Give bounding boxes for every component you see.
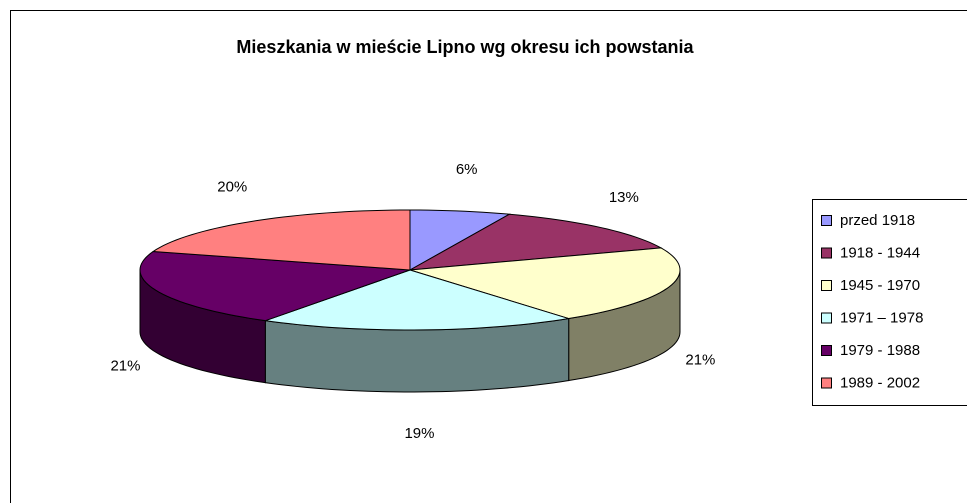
legend-label: 1971 – 1978 bbox=[840, 309, 923, 326]
chart-title: Mieszkania w mieście Lipno wg okresu ich… bbox=[236, 37, 694, 57]
legend-swatch bbox=[821, 345, 832, 356]
legend-label: 1945 - 1970 bbox=[840, 277, 920, 294]
pie-slice bbox=[409, 247, 681, 320]
pie-slice bbox=[151, 209, 411, 271]
data-label: 6% bbox=[456, 161, 478, 178]
pie-slice bbox=[265, 269, 569, 331]
data-label: 20% bbox=[217, 178, 247, 195]
legend-label: przed 1918 bbox=[840, 212, 915, 229]
legend-swatch bbox=[821, 280, 832, 291]
data-label: 21% bbox=[685, 351, 715, 368]
pie-slice bbox=[409, 209, 512, 271]
legend-label: 1979 - 1988 bbox=[840, 342, 920, 359]
legend-label: 1989 - 2002 bbox=[840, 374, 920, 391]
legend-swatch bbox=[821, 215, 832, 226]
data-label: 21% bbox=[110, 358, 140, 375]
pie-slice bbox=[139, 250, 411, 322]
legend-label: 1918 - 1944 bbox=[840, 244, 920, 261]
pie-slice bbox=[409, 213, 663, 271]
data-label: 13% bbox=[609, 189, 639, 206]
data-label: 19% bbox=[404, 425, 434, 442]
legend-swatch bbox=[821, 247, 832, 259]
legend bbox=[812, 199, 967, 406]
legend-swatch bbox=[821, 312, 832, 324]
legend-swatch bbox=[821, 377, 832, 389]
